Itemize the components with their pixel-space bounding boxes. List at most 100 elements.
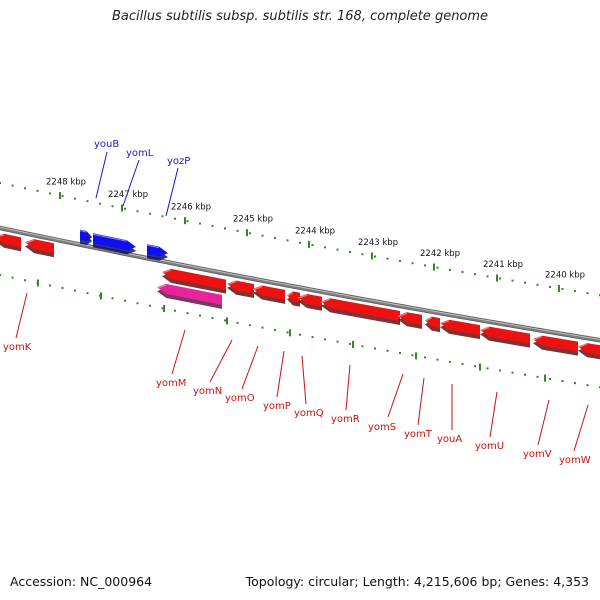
outer-ring-dot xyxy=(74,197,76,200)
reverse-gene-shape-11-face xyxy=(480,326,530,344)
reverse-gene-shape-9[interactable] xyxy=(424,316,440,333)
gene-label-yomL[interactable]: yomL xyxy=(126,148,154,159)
gene-yomL[interactable] xyxy=(92,233,136,255)
reverse-gene-shape-1-gloss xyxy=(24,239,35,244)
reverse-gene-shape-11[interactable] xyxy=(479,326,530,348)
outer-ring-dot xyxy=(574,290,576,293)
reverse-gene-shape-4[interactable] xyxy=(252,285,285,304)
outer-ring-dot xyxy=(36,189,39,192)
inner-ring-dot xyxy=(424,356,426,359)
gene-yomM-highlight[interactable] xyxy=(156,283,222,309)
outer-ring-dot xyxy=(0,182,1,184)
tick-label: 2245 kbp xyxy=(233,215,273,225)
gene-label-yomW[interactable]: yomW xyxy=(559,455,591,466)
gene-label-youB[interactable]: youB xyxy=(94,139,119,150)
reverse-gene-shape-12[interactable] xyxy=(532,335,578,356)
reverse-gene-yomT-leader xyxy=(417,377,425,426)
inner-ring-dot xyxy=(224,319,226,322)
inner-ring-dot xyxy=(299,333,301,336)
reverse-gene-shape-13-gloss xyxy=(577,343,588,349)
inner-ring-dot xyxy=(586,384,589,387)
reverse-gene-shape-6-gloss xyxy=(297,294,308,299)
outer-ring-dot xyxy=(524,281,526,284)
reverse-gene-shape-8-gloss xyxy=(397,312,408,318)
outer-ring-dot xyxy=(274,237,276,239)
reverse-gene-shape-7[interactable] xyxy=(320,298,400,325)
outer-ring-dot xyxy=(86,200,89,203)
reverse-gene-yomR-leader xyxy=(345,364,351,411)
outer-ring-dot xyxy=(561,288,564,291)
gene-yozP-face xyxy=(147,244,168,257)
gene-yomM-highlight-gloss xyxy=(156,284,167,289)
outer-ring-dot xyxy=(161,215,164,218)
inner-ring-dot xyxy=(274,329,276,331)
inner-ring-dot xyxy=(174,309,176,312)
gene-label-yomV[interactable]: yomV xyxy=(523,449,552,460)
gene-label-yomR[interactable]: yomR xyxy=(331,414,360,425)
gene-label-yozP[interactable]: yozP xyxy=(167,156,190,167)
reverse-gene-shape-2[interactable] xyxy=(161,268,226,294)
outer-ring-dot xyxy=(399,260,401,262)
outer-ring-dot xyxy=(586,292,589,295)
reverse-gene-shape-3[interactable] xyxy=(226,280,254,298)
reverse-gene-shape-5-gloss xyxy=(286,291,294,297)
inner-ring-dot xyxy=(461,363,464,366)
inner-ring-dot xyxy=(24,279,26,282)
outer-ring-dot xyxy=(286,239,289,242)
gene-label-yomT[interactable]: yomT xyxy=(404,429,433,440)
reverse-gene-shape-0[interactable] xyxy=(0,233,21,252)
reverse-gene-shape-5[interactable] xyxy=(286,291,300,307)
gene-yomL-gloss xyxy=(92,233,128,242)
reverse-gene-shape-6[interactable] xyxy=(297,294,322,311)
reverse-gene-shape-3-gloss xyxy=(226,281,237,286)
inner-ring-dot xyxy=(524,373,526,376)
gene-yozP[interactable] xyxy=(146,244,168,261)
gene-label-yomO[interactable]: yomO xyxy=(225,393,255,404)
gene-label-yomM[interactable]: yomM xyxy=(156,378,186,389)
gene-label-yomN[interactable]: yomN xyxy=(193,386,222,397)
reverse-gene-yomW-leader xyxy=(573,404,589,452)
gene-label-yomQ[interactable]: yomQ xyxy=(294,408,324,419)
map-title: Bacillus subtilis subsp. subtilis str. 1… xyxy=(111,9,489,24)
reverse-gene-shape-8[interactable] xyxy=(397,312,422,329)
outer-ring-dot xyxy=(411,262,414,265)
inner-ring-dot xyxy=(74,289,76,292)
outer-ring-dot xyxy=(361,253,364,256)
tick-label: 2242 kbp xyxy=(420,249,460,259)
reverse-gene-shape-11-gloss xyxy=(479,327,490,332)
reverse-gene-shape-13[interactable] xyxy=(577,343,600,360)
inner-ring-dot xyxy=(86,292,89,295)
reverse-gene-shape-3-face xyxy=(227,280,254,294)
outer-ring-dot xyxy=(99,202,101,205)
outer-ring-dot xyxy=(449,268,451,271)
outer-ring-dot xyxy=(349,250,351,253)
reverse-gene-yomU-leader xyxy=(489,391,498,438)
gene-label-yomU[interactable]: yomU xyxy=(475,441,504,452)
inner-ring-dot xyxy=(236,321,239,324)
outer-ring-dot xyxy=(49,192,51,195)
outer-ring-dot xyxy=(249,232,251,235)
inner-ring-dot xyxy=(474,365,476,368)
gene-label-youA[interactable]: youA xyxy=(437,434,462,445)
reverse-gene-shape-7-face xyxy=(321,298,400,321)
gene-label-yomK[interactable]: yomK xyxy=(3,342,32,353)
gene-label-yomP[interactable]: yomP xyxy=(263,401,291,412)
inner-ring-dot xyxy=(249,324,251,327)
outer-ring-dot xyxy=(486,275,489,278)
reverse-gene-shape-1[interactable] xyxy=(24,239,54,258)
gene-label-yomS[interactable]: yomS xyxy=(368,422,396,433)
tick-label: 2246 kbp xyxy=(171,203,211,213)
inner-ring-dot xyxy=(124,299,126,302)
outer-ring-dot xyxy=(511,279,514,282)
reverse-gene-shape-10[interactable] xyxy=(439,319,480,340)
inner-ring-dot xyxy=(199,314,201,317)
reverse-gene-yomN-leader xyxy=(209,339,233,383)
reverse-gene-shape-10-gloss xyxy=(439,320,450,325)
outer-ring-dot xyxy=(61,195,64,198)
gene-youB[interactable] xyxy=(79,229,92,245)
forward-gene-youB-leader xyxy=(95,151,108,199)
inner-ring-dot xyxy=(49,284,51,287)
reverse-gene-shape-9-face xyxy=(425,316,440,329)
tick-rings: 2248 kbp 2247 kbp 2246 kbp 2245 kbp 2244 kbp… xyxy=(0,178,600,389)
